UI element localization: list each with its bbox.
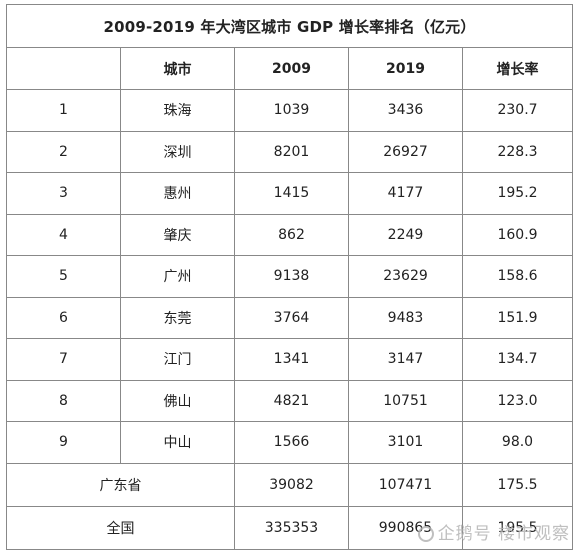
- rank-cell: 8: [6, 379, 121, 422]
- rank-cell: 2: [6, 130, 121, 173]
- city-cell: 深圳: [120, 130, 235, 173]
- rank-cell: 3: [6, 172, 121, 215]
- gdp-2019-cell: 2249: [348, 213, 463, 256]
- summary-label-cell: 全国: [6, 505, 235, 550]
- header-city: 城市: [120, 47, 235, 90]
- table-row: 9 中山 1566 3101 98.0: [6, 421, 574, 464]
- table-row: 8 佛山 4821 10751 123.0: [6, 379, 574, 422]
- gdp-2009-cell: 1566: [234, 421, 349, 464]
- growth-cell: 158.6: [461, 255, 574, 298]
- header-2009: 2009: [234, 47, 349, 90]
- gdp-2019-cell: 4177: [348, 172, 463, 215]
- watermark-text: 企鹅号 楼市观察: [437, 524, 570, 544]
- table-row: 7 江门 1341 3147 134.7: [6, 338, 574, 381]
- gdp-2019-cell: 3101: [348, 421, 463, 464]
- gdp-growth-table: 2009-2019 年大湾区城市 GDP 增长率排名（亿元） 城市 2009 2…: [5, 4, 574, 550]
- table-row: 4 肇庆 862 2249 160.9: [6, 213, 574, 256]
- header-rank: [6, 47, 121, 90]
- city-cell: 惠州: [120, 172, 235, 215]
- city-cell: 江门: [120, 338, 235, 381]
- gdp-2009-cell: 3764: [234, 296, 349, 339]
- gdp-2009-cell: 1341: [234, 338, 349, 381]
- growth-cell: 230.7: [461, 89, 574, 132]
- table-row: 5 广州 9138 23629 158.6: [6, 255, 574, 298]
- rank-cell: 7: [6, 338, 121, 381]
- header-2019: 2019: [348, 47, 463, 90]
- gdp-2009-cell: 862: [234, 213, 349, 256]
- city-cell: 佛山: [120, 379, 235, 422]
- growth-cell: 98.0: [461, 421, 574, 464]
- gdp-2009-cell: 39082: [234, 462, 349, 507]
- penguin-logo-icon: [417, 526, 434, 542]
- rank-cell: 4: [6, 213, 121, 256]
- gdp-2009-cell: 1039: [234, 89, 349, 132]
- rank-cell: 5: [6, 255, 121, 298]
- table-row: 1 珠海 1039 3436 230.7: [6, 89, 574, 132]
- gdp-2019-cell: 23629: [348, 255, 463, 298]
- growth-cell: 160.9: [461, 213, 574, 256]
- city-cell: 肇庆: [120, 213, 235, 256]
- gdp-2009-cell: 4821: [234, 379, 349, 422]
- table-row: 3 惠州 1415 4177 195.2: [6, 172, 574, 215]
- growth-cell: 175.5: [461, 462, 574, 507]
- gdp-2019-cell: 3147: [348, 338, 463, 381]
- rank-cell: 9: [6, 421, 121, 464]
- growth-cell: 151.9: [461, 296, 574, 339]
- table-row: 2 深圳 8201 26927 228.3: [6, 130, 574, 173]
- table-row: 6 东莞 3764 9483 151.9: [6, 296, 574, 339]
- summary-row: 广东省 39082 107471 175.5: [6, 462, 574, 507]
- summary-row: 全国 335353 990865 195.5: [6, 505, 574, 550]
- city-cell: 珠海: [120, 89, 235, 132]
- gdp-2019-cell: 10751: [348, 379, 463, 422]
- gdp-2019-cell: 9483: [348, 296, 463, 339]
- gdp-2009-cell: 1415: [234, 172, 349, 215]
- gdp-2009-cell: 335353: [234, 505, 349, 550]
- growth-cell: 195.5: [461, 505, 574, 550]
- summary-label-cell: 广东省: [6, 462, 235, 507]
- table-title: 2009-2019 年大湾区城市 GDP 增长率排名（亿元）: [5, 4, 574, 48]
- city-cell: 东莞: [120, 296, 235, 339]
- table-title-row: 2009-2019 年大湾区城市 GDP 增长率排名（亿元）: [5, 4, 574, 48]
- growth-cell: 123.0: [461, 379, 574, 422]
- watermark: 企鹅号 楼市观察: [417, 519, 570, 544]
- rank-cell: 1: [6, 89, 121, 132]
- city-cell: 广州: [120, 255, 235, 298]
- rank-cell: 6: [6, 296, 121, 339]
- growth-cell: 195.2: [461, 172, 574, 215]
- growth-cell: 228.3: [461, 130, 574, 173]
- gdp-2009-cell: 9138: [234, 255, 349, 298]
- growth-cell: 134.7: [461, 338, 574, 381]
- gdp-2019-cell: 107471: [348, 462, 463, 507]
- gdp-2019-cell: 3436: [348, 89, 463, 132]
- header-row: 城市 2009 2019 增长率: [6, 47, 574, 90]
- header-growth: 增长率: [461, 47, 574, 90]
- city-cell: 中山: [120, 421, 235, 464]
- gdp-2009-cell: 8201: [234, 130, 349, 173]
- gdp-2019-cell: 26927: [348, 130, 463, 173]
